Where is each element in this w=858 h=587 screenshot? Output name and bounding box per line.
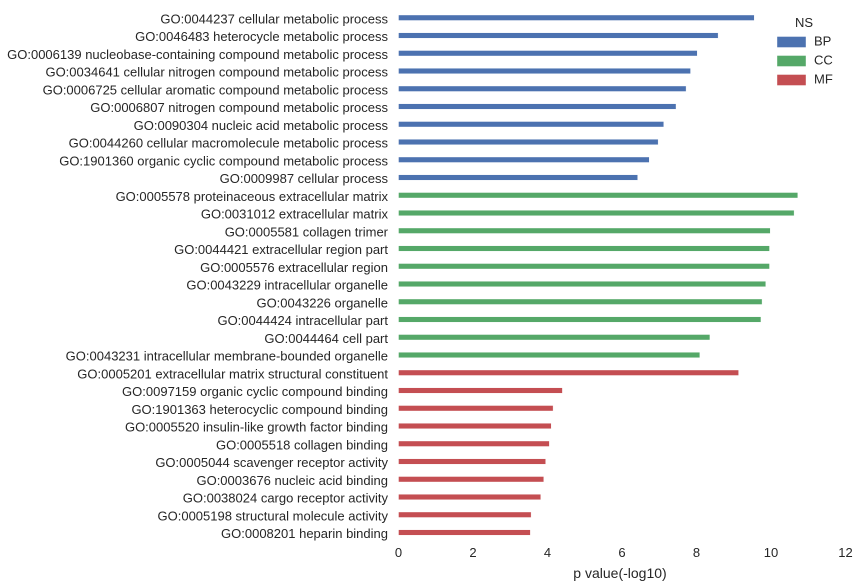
category-label: GO:0006139 nucleobase-containing compoun… xyxy=(7,47,388,62)
legend-swatch-cc xyxy=(776,55,807,67)
legend-swatch-bp xyxy=(776,36,807,48)
category-label: GO:0043226 organelle xyxy=(256,295,388,310)
category-label: GO:0044464 cell part xyxy=(264,331,388,346)
category-label: GO:0006807 nitrogen compound metabolic p… xyxy=(90,100,388,115)
bar-go-0031012 xyxy=(398,210,795,216)
bar-go-0003676 xyxy=(398,476,544,483)
category-label: GO:0009987 cellular process xyxy=(220,171,389,186)
bar-go-0044424 xyxy=(398,316,762,323)
bar-go-0046483 xyxy=(398,32,719,39)
bar-go-1901363 xyxy=(398,405,554,412)
bar-go-0005576 xyxy=(398,263,770,270)
bar-go-0005520 xyxy=(398,423,552,429)
category-label: GO:0090304 nucleic acid metabolic proces… xyxy=(134,118,389,133)
x-tick-label: 4 xyxy=(544,545,551,560)
bar-go-0006807 xyxy=(398,103,677,110)
category-label: GO:0034641 cellular nitrogen compound me… xyxy=(45,65,388,80)
category-label: GO:1901363 heterocyclic compound binding xyxy=(131,402,388,417)
legend-label-mf: MF xyxy=(814,71,833,86)
category-label: GO:0005518 collagen binding xyxy=(216,437,388,452)
category-label: GO:0031012 extracellular matrix xyxy=(201,207,389,222)
bar-go-0034641 xyxy=(398,68,691,74)
bar-go-1901360 xyxy=(398,156,650,163)
x-tick-label: 2 xyxy=(469,545,476,560)
bar-go-0090304 xyxy=(398,121,664,128)
category-label: GO:0044260 cellular macromolecule metabo… xyxy=(69,136,389,151)
category-labels: GO:0044237 cellular metabolic process GO:… xyxy=(7,11,389,541)
category-label: GO:0043231 intracellular membrane-bounde… xyxy=(66,349,388,364)
bar-go-0043229 xyxy=(398,281,766,287)
bar-go-0044260 xyxy=(398,139,659,145)
category-label: GO:0043229 intracellular organelle xyxy=(186,278,388,293)
bar-go-0009987 xyxy=(398,174,638,181)
bar-go-0005578 xyxy=(398,192,799,199)
legend-title: NS xyxy=(795,15,813,30)
bar-go-0044237 xyxy=(398,14,755,21)
legend-label-cc: CC xyxy=(814,52,833,67)
x-axis-label: p value(-log10) xyxy=(573,565,666,581)
category-label: GO:0005576 extracellular region xyxy=(200,260,388,275)
bar-go-0044421 xyxy=(398,245,770,252)
bar-go-0008201 xyxy=(398,529,531,536)
legend: NS BP CC MF xyxy=(776,15,833,86)
x-tick-label: 8 xyxy=(693,545,700,560)
category-label: GO:0044421 extracellular region part xyxy=(174,242,388,257)
x-tick-label: 6 xyxy=(618,545,625,560)
category-label: GO:0005520 insulin-like growth factor bi… xyxy=(125,420,388,435)
category-label: GO:0006725 cellular aromatic compound me… xyxy=(43,82,389,97)
category-label: GO:0005201 extracellular matrix structur… xyxy=(77,366,388,381)
category-label: GO:0005198 structural molecule activity xyxy=(158,508,389,523)
category-label: GO:0038024 cargo receptor activity xyxy=(183,491,389,506)
legend-label-bp: BP xyxy=(814,33,831,48)
bar-go-0005044 xyxy=(398,458,546,465)
category-label: GO:0005044 scavenger receptor activity xyxy=(155,455,388,470)
category-label: GO:0005581 collagen trimer xyxy=(225,224,389,239)
bar-go-0044464 xyxy=(398,334,711,341)
category-label: GO:0003676 nucleic acid binding xyxy=(196,473,388,488)
category-label: GO:0005578 proteinaceous extracellular m… xyxy=(116,189,389,204)
bars-layer xyxy=(398,14,799,536)
category-label: GO:1901360 organic cyclic compound metab… xyxy=(59,153,388,168)
category-label: GO:0044424 intracellular part xyxy=(217,313,388,328)
category-label: GO:0097159 organic cyclic compound bindi… xyxy=(122,384,388,399)
x-tick-label: 10 xyxy=(764,545,778,560)
x-axis-ticks: 0 2 4 6 8 10 12 xyxy=(395,545,853,560)
bar-go-0005198 xyxy=(398,511,532,518)
x-tick-label: 0 xyxy=(395,545,402,560)
bar-go-0005581 xyxy=(398,227,771,234)
bar-go-0038024 xyxy=(398,494,541,500)
bar-go-0097159 xyxy=(398,387,563,394)
bar-go-0006725 xyxy=(398,85,687,92)
category-label: GO:0044237 cellular metabolic process xyxy=(160,11,388,26)
bar-go-0005201 xyxy=(398,369,739,376)
bar-go-0005518 xyxy=(398,440,550,447)
legend-swatch-mf xyxy=(776,74,807,86)
bar-go-0043231 xyxy=(398,352,701,358)
x-tick-label: 12 xyxy=(838,545,852,560)
category-label: GO:0008201 heparin binding xyxy=(221,526,388,541)
bar-go-0006139 xyxy=(398,50,698,57)
category-label: GO:0046483 heterocycle metabolic process xyxy=(135,29,388,44)
bar-go-0043226 xyxy=(398,298,763,305)
